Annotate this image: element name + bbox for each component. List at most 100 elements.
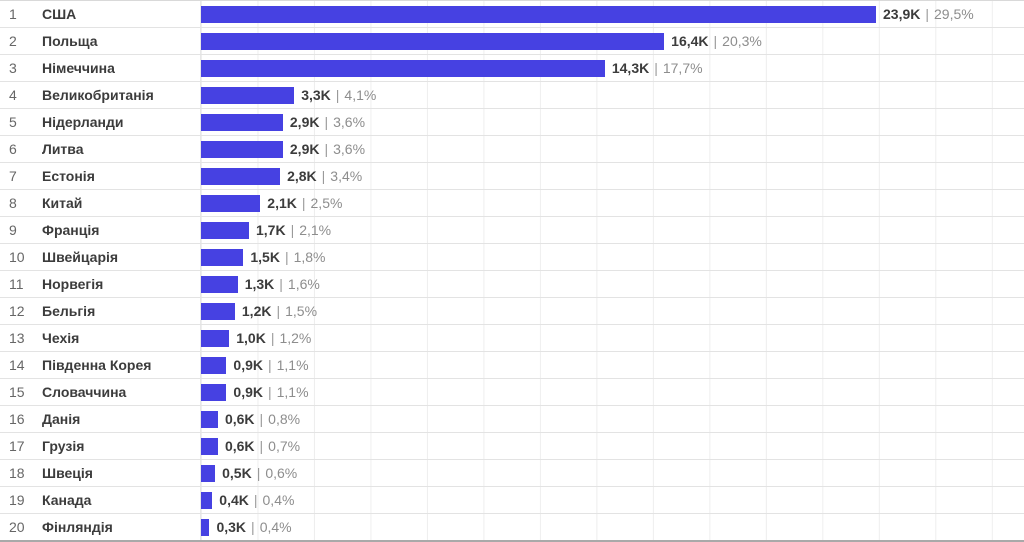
bar[interactable]	[201, 5, 876, 23]
value-number: 0,6K	[224, 411, 255, 427]
bar-track: 2,1K | 2,5%	[200, 190, 1024, 216]
country-label: Фінляндія	[42, 519, 113, 535]
value-label: 0,9K | 1,1%	[233, 384, 308, 400]
value-number: 23,9K	[883, 6, 921, 22]
bar[interactable]	[201, 221, 249, 239]
country-label: Швеція	[42, 465, 93, 481]
bar[interactable]	[201, 329, 230, 347]
table-row: 12 Бельгія 1,2K | 1,5%	[0, 297, 1024, 324]
bar[interactable]	[201, 32, 665, 50]
value-separator: |	[301, 195, 306, 211]
value-separator: |	[251, 519, 255, 535]
rank-label: 10	[9, 249, 25, 265]
value-percent: 1,2%	[279, 330, 312, 346]
bar[interactable]	[201, 194, 261, 212]
bar-track: 1,2K | 1,5%	[200, 298, 1024, 324]
rank-label: 18	[9, 465, 25, 481]
value-separator: |	[335, 87, 340, 103]
country-label: Словаччина	[42, 384, 127, 400]
bar[interactable]	[201, 113, 283, 131]
rank-label: 6	[9, 141, 17, 157]
value-number: 1,7K	[256, 222, 286, 238]
country-label: Франція	[42, 222, 100, 238]
bar[interactable]	[201, 437, 218, 455]
bar-track: 3,3K | 4,1%	[200, 82, 1024, 108]
bar[interactable]	[201, 275, 238, 293]
value-number: 2,9K	[289, 141, 320, 157]
value-number: 0,6K	[224, 438, 255, 454]
bar-track: 0,6K | 0,8%	[200, 406, 1024, 432]
country-label: Норвегія	[42, 276, 104, 292]
value-label: 1,5K | 1,8%	[250, 249, 325, 265]
bar[interactable]	[201, 59, 605, 77]
bar[interactable]	[201, 86, 295, 104]
table-row: 2 Польща 16,4K | 20,3%	[0, 27, 1024, 54]
value-separator: |	[321, 168, 326, 184]
value-label: 0,6K | 0,7%	[225, 438, 300, 454]
bar-track: 2,9K | 3,6%	[200, 136, 1024, 162]
country-label: Швейцарія	[42, 249, 119, 265]
table-row: 18 Швеція 0,5K | 0,6%	[0, 459, 1024, 486]
value-percent: 1,8%	[293, 249, 326, 265]
rank-label: 12	[9, 303, 25, 319]
country-label: Литва	[42, 141, 84, 157]
bar-track: 23,9K | 29,5%	[200, 1, 1024, 27]
rank-label: 1	[9, 6, 17, 22]
value-percent: 1,1%	[276, 357, 309, 373]
value-percent: 4,1%	[344, 87, 377, 103]
country-label: Південна Корея	[42, 357, 152, 373]
value-label: 2,9K | 3,6%	[290, 141, 365, 157]
value-number: 0,9K	[233, 384, 263, 400]
table-row: 6 Литва 2,9K | 3,6%	[0, 135, 1024, 162]
value-separator: |	[324, 114, 329, 130]
bar-track: 0,9K | 1,1%	[200, 352, 1024, 378]
value-label: 2,9K | 3,6%	[290, 114, 365, 130]
table-row: 9 Франція 1,7K | 2,1%	[0, 216, 1024, 243]
bar-track: 14,3K | 17,7%	[200, 55, 1024, 81]
value-separator: |	[259, 411, 264, 427]
bar-track: 1,5K | 1,8%	[200, 244, 1024, 270]
value-percent: 1,6%	[287, 276, 320, 292]
rank-label: 15	[9, 384, 25, 400]
country-label: Естонія	[42, 168, 95, 184]
bar[interactable]	[201, 464, 216, 482]
bar[interactable]	[201, 248, 244, 266]
bar[interactable]	[201, 491, 213, 509]
value-percent: 1,1%	[276, 384, 309, 400]
value-label: 1,0K | 1,2%	[236, 330, 311, 346]
value-separator: |	[324, 141, 329, 157]
value-number: 0,4K	[219, 492, 249, 508]
table-row: 19 Канада 0,4K | 0,4%	[0, 486, 1024, 513]
rank-label: 5	[9, 114, 17, 130]
bar[interactable]	[201, 518, 210, 536]
bar[interactable]	[201, 383, 227, 401]
value-number: 1,2K	[241, 303, 272, 319]
value-percent: 17,7%	[662, 60, 703, 76]
bar[interactable]	[201, 140, 283, 158]
value-label: 3,3K | 4,1%	[301, 87, 376, 103]
value-number: 2,8K	[287, 168, 317, 184]
value-label: 23,9K | 29,5%	[883, 6, 974, 22]
rank-label: 7	[9, 168, 17, 184]
value-separator: |	[713, 33, 718, 49]
country-label: Китай	[42, 195, 83, 211]
rank-label: 17	[9, 438, 25, 454]
rank-label: 14	[9, 357, 25, 373]
value-separator: |	[253, 492, 258, 508]
rank-label: 13	[9, 330, 25, 346]
bar[interactable]	[201, 302, 235, 320]
table-row: 20 Фінляндія 0,3K | 0,4%	[0, 513, 1024, 540]
value-percent: 0,4%	[262, 492, 295, 508]
bar[interactable]	[201, 167, 281, 185]
value-number: 2,9K	[289, 114, 320, 130]
value-label: 14,3K | 17,7%	[612, 60, 703, 76]
table-row: 10 Швейцарія 1,5K | 1,8%	[0, 243, 1024, 270]
table-row: 17 Грузія 0,6K | 0,7%	[0, 432, 1024, 459]
bar-track: 1,0K | 1,2%	[200, 325, 1024, 351]
value-percent: 0,4%	[259, 519, 292, 535]
bar[interactable]	[201, 410, 218, 428]
value-percent: 0,8%	[268, 411, 301, 427]
bar-track: 1,3K | 1,6%	[200, 271, 1024, 297]
bar[interactable]	[201, 356, 227, 374]
